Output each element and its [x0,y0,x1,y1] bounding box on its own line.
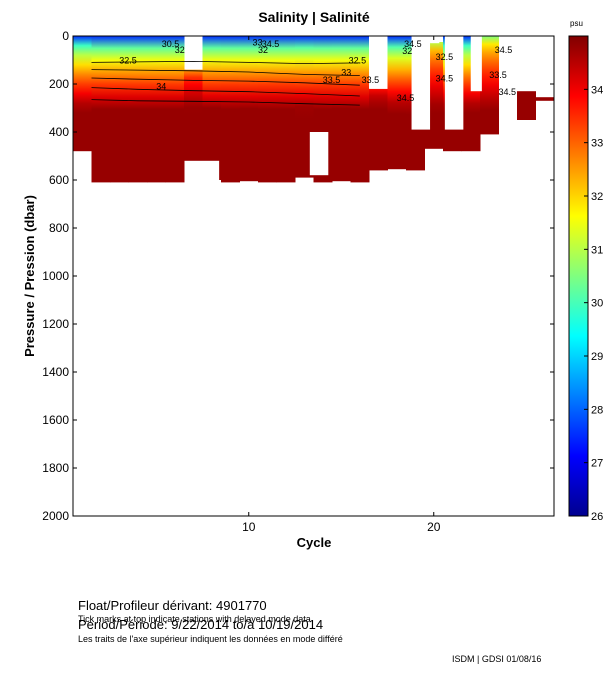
colorbar-tick-label: 28 [591,404,603,416]
colorbar-tick-label: 32 [591,191,603,203]
y-tick-label: 1000 [42,269,69,283]
contour-label: 34.5 [495,45,513,55]
contour-label: 34 [156,81,166,91]
profile-column [480,36,499,135]
contour-label: 32 [402,46,412,56]
chart-title: Salinity | Salinité [258,9,369,25]
profile-column [258,36,277,183]
profile-column [350,36,370,183]
profile-column [128,36,148,183]
y-tick-label: 400 [49,125,69,139]
float-id: 4901770 [216,598,267,613]
contour-label: 34.5 [404,39,422,49]
colorbar-tick-label: 27 [591,458,603,470]
data-gap [430,36,440,44]
y-tick-label: 2000 [42,509,69,523]
float-label: Float/Profileur dérivant: [78,598,213,613]
profile-column [147,36,166,183]
contour-label: 34.5 [262,39,280,49]
contour-line-32.5 [91,60,360,65]
note-en: Tick marks at top indicate stations with… [78,614,311,624]
colorbar-tick-label: 30 [591,298,603,310]
colorbar-tick-label: 31 [591,244,603,256]
profile-column [535,97,554,101]
y-tick-label: 1400 [42,365,69,379]
contour-line-34 [91,87,360,97]
credit-line: ISDM | GDSI 01/08/16 [452,654,542,664]
period-value: 9/22/2014 to/à 10/19/2014 [171,617,324,632]
colorbar-tick-label: 26 [591,511,603,523]
profile-column [165,36,185,183]
profile-column [387,36,407,170]
profile-column [517,91,536,120]
contour-label: 33 [341,68,351,78]
contour-label: 34.5 [397,93,415,103]
y-tick-label: 1600 [42,413,69,427]
contour-line-33 [91,69,360,76]
data-gap [185,36,203,70]
profile-column [369,88,388,171]
contour-label: 34.5 [499,87,517,97]
float-line: Float/Profileur dérivant: 4901770 [78,598,267,613]
contour-label: 32 [258,45,268,55]
profile-column [91,36,111,183]
contour-label: 32.5 [119,56,137,66]
profile-column [239,36,259,182]
colorbar-tick-label: 34 [591,84,603,96]
data-gap [309,132,329,176]
contour-label: 32 [175,45,185,55]
note-fr: Les traits de l'axe supérieur indiquent … [78,634,343,644]
contour-label: 34.5 [436,74,454,84]
period-line: Period/Période: 9/22/2014 to/à 10/19/201… [78,617,323,632]
profile-column [276,36,296,183]
y-tick-label: 600 [49,173,69,187]
x-tick-label: 10 [242,520,256,534]
y-tick-label: 800 [49,221,69,235]
data-gap [470,36,482,92]
contour-label: 33.5 [323,75,341,85]
colorbar-tick-label: 29 [591,351,603,363]
y-tick-label: 200 [49,77,69,91]
contour-label: 33.5 [489,70,507,80]
profile-column [202,36,222,180]
contour-label: 33.5 [362,75,380,85]
contour-label: 32.5 [349,56,367,66]
y-axis-label: Pressure / Pression (dbar) [22,195,37,357]
y-tick-label: 0 [62,29,69,43]
data-gap [411,36,431,130]
data-gap [369,36,388,89]
y-tick-label: 1200 [42,317,69,331]
profile-column [221,36,240,183]
profile-column [184,69,203,161]
x-axis-label: Cycle [297,535,332,550]
contour-line-33.5 [91,77,360,86]
data-gap [444,36,464,130]
colorbar-tick-label: 33 [591,138,603,150]
contour-label: 33 [252,38,262,48]
colorbar [568,35,589,517]
contour-line-34.5 [91,99,360,106]
contour-label: 32.5 [436,52,454,62]
data-gap [202,160,220,183]
profile-column [332,36,351,182]
note-fr-wrap: Les traits de l'axe supérieur indiquent … [78,634,343,644]
contour-label: 30.5 [162,39,180,49]
y-tick-label: 1800 [42,461,69,475]
period-label: Period/Période: [78,617,168,632]
profile-column [73,36,92,152]
note-en-wrap: Tick marks at top indicate stations with… [78,614,311,624]
x-tick-label: 20 [427,520,441,534]
profile-column [295,36,314,178]
profile-column [110,36,129,183]
colorbar-unit-label: psu [570,19,583,28]
